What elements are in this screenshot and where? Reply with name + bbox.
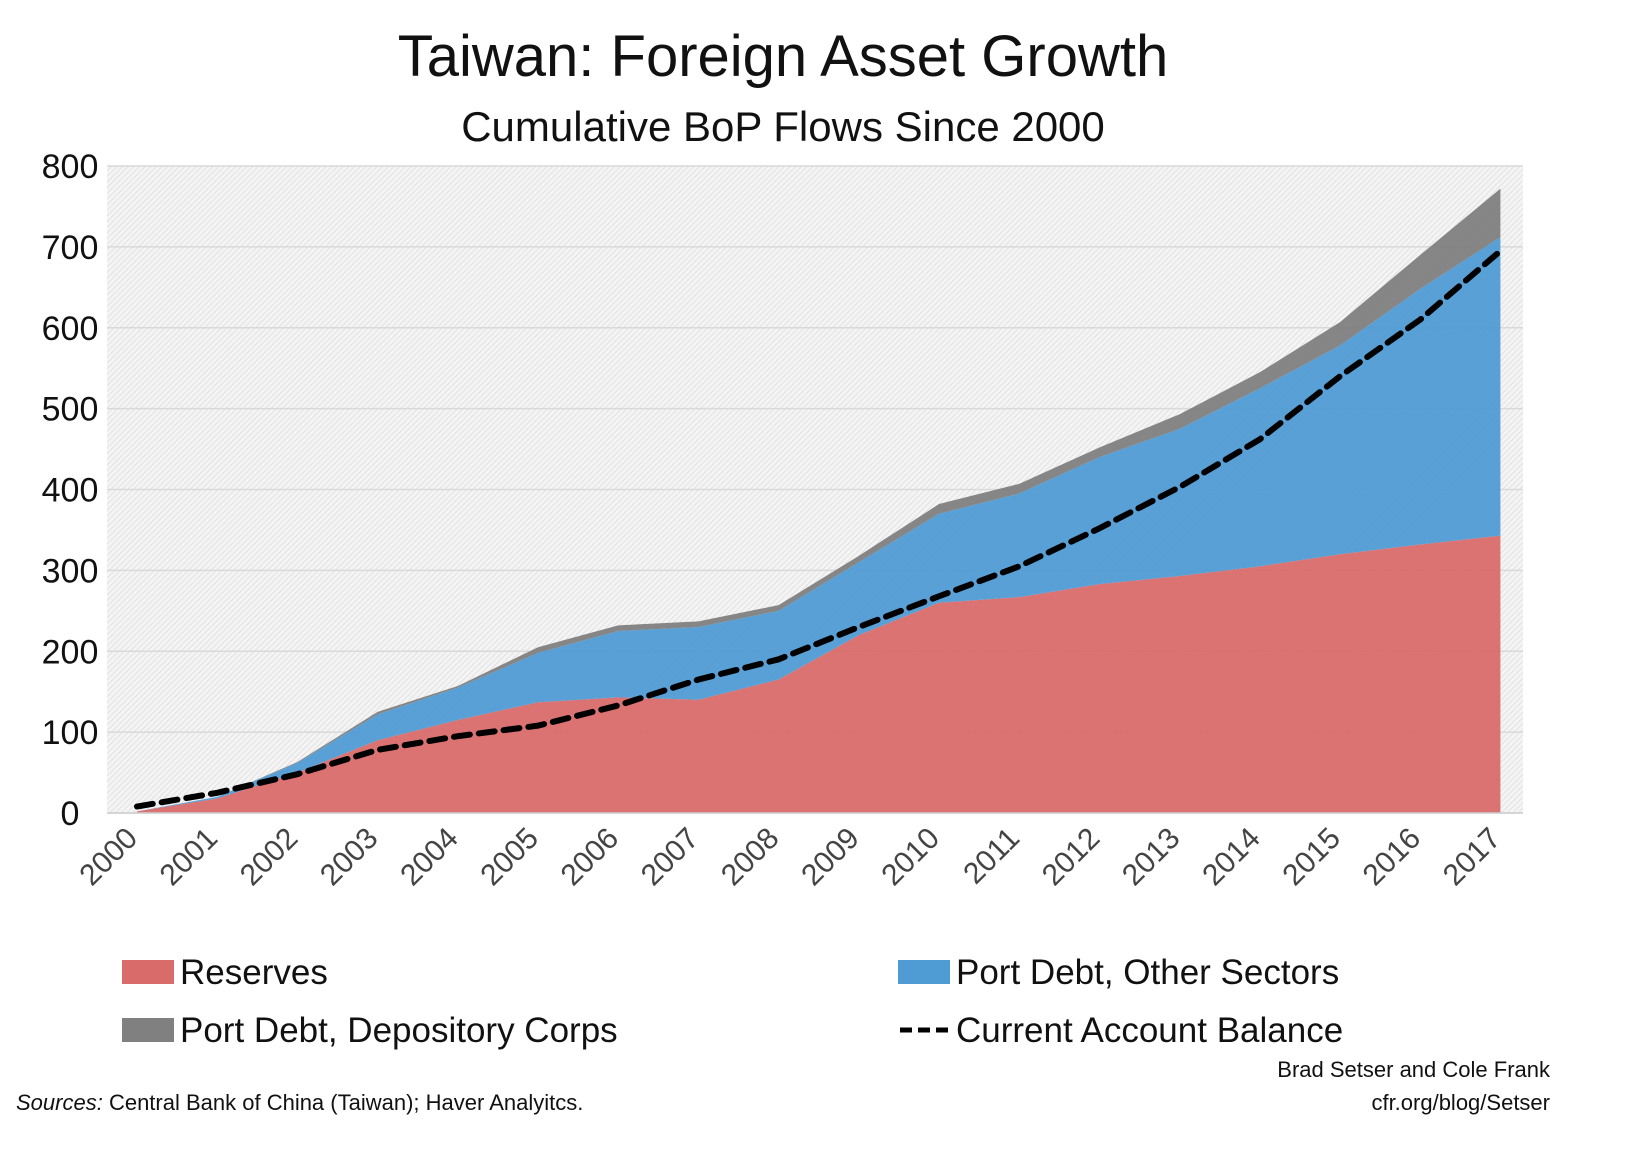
legend-label: Port Debt, Other Sectors: [956, 953, 1339, 992]
chart-subtitle: Cumulative BoP Flows Since 2000: [461, 103, 1105, 150]
legend-label: Port Debt, Depository Corps: [180, 1011, 618, 1050]
area-port-debt-other-sectors: [137, 237, 1501, 812]
x-tick-label: 2001: [154, 822, 225, 893]
legend-item: Current Account Balance: [900, 1011, 1343, 1050]
y-tick-label: 800: [42, 148, 99, 186]
chart-title: Taiwan: Foreign Asset Growth: [398, 24, 1168, 89]
x-tick-label: 2002: [234, 822, 305, 893]
x-tick-label: 2017: [1437, 822, 1508, 893]
sources-note: Sources: Central Bank of China (Taiwan);…: [16, 1090, 583, 1115]
x-tick-label: 2010: [875, 822, 946, 893]
y-tick-label: 0: [61, 795, 80, 833]
legend-item: Port Debt, Depository Corps: [122, 1011, 618, 1050]
x-tick-label: 2011: [957, 822, 1026, 891]
line-current-account-balance: [134, 247, 1504, 810]
sources-text: Central Bank of China (Taiwan); Haver An…: [103, 1090, 584, 1115]
y-tick-label: 400: [42, 472, 99, 510]
y-axis: 0 100 200 300 400 500 600 700 800: [42, 148, 99, 833]
authors-credit: Brad Setser and Cole Frank: [1277, 1057, 1551, 1082]
x-tick-label: 2006: [555, 822, 626, 893]
x-tick-label: 2016: [1357, 822, 1428, 893]
legend-label: Reserves: [180, 953, 328, 992]
lines: [107, 247, 1523, 814]
legend-item: Reserves: [122, 953, 328, 992]
sources-label: Sources:: [16, 1090, 103, 1115]
x-tick-label: 2008: [715, 822, 786, 893]
x-tick-label: 2000: [73, 822, 144, 893]
x-tick-label: 2004: [394, 822, 465, 893]
x-tick-label: 2015: [1276, 822, 1347, 893]
area-reserves: [137, 535, 1501, 813]
y-tick-label: 700: [42, 229, 99, 267]
x-axis: 2000 2001 2002 2003 2004 2005 2006 2007 2008 2009…: [73, 822, 1507, 893]
x-tick-label: 2012: [1036, 822, 1107, 893]
legend-swatch: [122, 1018, 174, 1042]
x-tick-label: 2007: [635, 822, 706, 893]
legend-item: Port Debt, Other Sectors: [898, 953, 1339, 992]
y-tick-label: 600: [42, 310, 99, 348]
legend: Reserves Port Debt, Other Sectors Port Deb…: [122, 953, 1343, 1050]
x-tick-label: 2005: [474, 822, 545, 893]
x-tick-label: 2013: [1116, 822, 1187, 893]
x-tick-label: 2003: [314, 822, 385, 893]
y-tick-label: 200: [42, 633, 99, 671]
legend-label: Current Account Balance: [956, 1011, 1343, 1050]
source-url: cfr.org/blog/Setser: [1371, 1090, 1550, 1115]
x-tick-label: 2009: [795, 822, 866, 893]
areas: [137, 188, 1501, 813]
legend-swatch: [898, 960, 950, 984]
legend-swatch: [122, 960, 174, 984]
y-tick-label: 100: [42, 714, 99, 752]
x-tick-label: 2014: [1196, 822, 1267, 893]
y-tick-label: 300: [42, 552, 99, 590]
y-tick-label: 500: [42, 391, 99, 429]
